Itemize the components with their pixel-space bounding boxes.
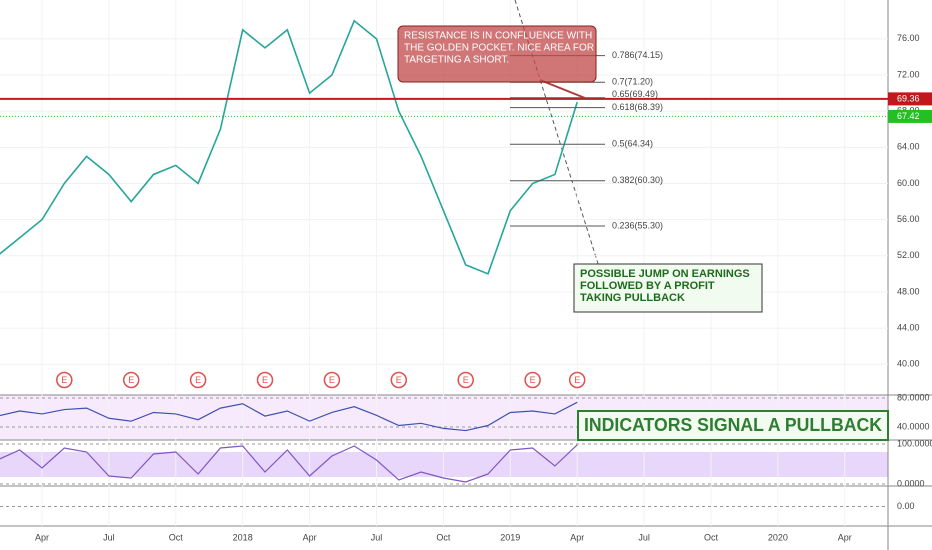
x-tick-label: Oct: [704, 532, 719, 542]
earnings-label: E: [262, 375, 268, 385]
earnings-label: E: [128, 375, 134, 385]
y-tick-label: 56.00: [897, 214, 920, 224]
x-tick-label: Apr: [838, 532, 852, 542]
earnings-marker: [524, 371, 541, 389]
price-tag: [888, 92, 932, 106]
annotation-text: POSSIBLE JUMP ON EARNINGS: [580, 268, 750, 280]
panel-tick-label: 100.0000: [897, 438, 932, 448]
annotation-text: TARGETING A SHORT.: [404, 55, 509, 66]
stoch-line: [0, 444, 578, 483]
panel-tick-label: 80.0000: [897, 392, 930, 402]
y-tick-label: 72.00: [897, 69, 920, 79]
annotation-text: INDICATORS SIGNAL A PULLBACK: [584, 415, 882, 435]
x-tick-label: 2018: [233, 532, 253, 542]
y-tick-label: 48.00: [897, 286, 920, 296]
y-tick-label: 64.00: [897, 142, 920, 152]
panel-tick-label: 0.0000: [897, 478, 925, 488]
earnings-marker: [122, 371, 140, 389]
panel-tick-label: 0.00: [897, 501, 915, 511]
fib-label: 0.382(60.30): [612, 175, 663, 185]
y-tick-label: 44.00: [897, 322, 920, 332]
annotation-text: FOLLOWED BY A PROFIT: [580, 280, 715, 292]
fib-label: 0.7(71.20): [612, 77, 653, 87]
x-tick-label: 2019: [500, 532, 520, 542]
x-tick-label: Jul: [638, 532, 650, 542]
earnings-label: E: [396, 375, 402, 385]
earnings-label: E: [574, 375, 580, 385]
x-tick-label: Oct: [436, 532, 451, 542]
earnings-label: E: [530, 375, 536, 385]
earnings-marker: [56, 371, 73, 389]
earnings-marker: [457, 371, 474, 389]
y-tick-label: 76.00: [897, 33, 920, 43]
earnings-label: E: [195, 375, 201, 385]
earnings-label: E: [61, 375, 67, 385]
fib-label: 0.618(68.39): [612, 102, 663, 112]
earnings-label: E: [329, 375, 335, 385]
stoch-band: [0, 452, 888, 477]
earnings-marker: [568, 371, 586, 389]
annotation-arrow: [539, 79, 586, 99]
trend-line: [514, 0, 601, 271]
earnings-marker: [323, 371, 341, 389]
x-tick-label: 2020: [768, 532, 788, 542]
fib-label: 0.236(55.30): [612, 220, 663, 230]
x-tick-label: Apr: [570, 532, 584, 542]
annotation-text: TAKING PULLBACK: [580, 292, 685, 304]
price-tag: [888, 109, 932, 123]
fib-label: 0.65(69.49): [612, 89, 658, 99]
annotation-box: [573, 263, 763, 313]
earnings-marker: [390, 371, 408, 389]
x-tick-label: Jul: [103, 532, 115, 542]
fib-label: 0.786(74.15): [612, 50, 663, 60]
rsi-line: [0, 401, 578, 432]
x-tick-label: Oct: [169, 532, 184, 542]
price-tag-label: 69.36: [897, 93, 920, 103]
earnings-marker: [256, 371, 274, 389]
x-tick-label: Apr: [35, 532, 49, 542]
fib-label: 0.5(64.34): [612, 139, 653, 149]
x-tick-label: Apr: [303, 532, 317, 542]
annotation-box: [577, 410, 889, 441]
panel-tick-label: 40.0000: [897, 421, 930, 431]
y-tick-label: 40.00: [897, 359, 920, 369]
y-tick-label: 60.00: [897, 178, 920, 188]
annotation-text: RESISTANCE IS IN CONFLUENCE WITH: [404, 31, 592, 42]
annotation-box: [397, 25, 597, 83]
price-tag-label: 67.42: [897, 111, 920, 121]
y-tick-label: 52.00: [897, 250, 920, 260]
x-tick-label: Jul: [371, 532, 383, 542]
price-line: [0, 19, 578, 275]
earnings-marker: [189, 371, 207, 389]
annotation-text: THE GOLDEN POCKET. NICE AREA FOR: [404, 43, 594, 54]
earnings-label: E: [463, 375, 469, 385]
